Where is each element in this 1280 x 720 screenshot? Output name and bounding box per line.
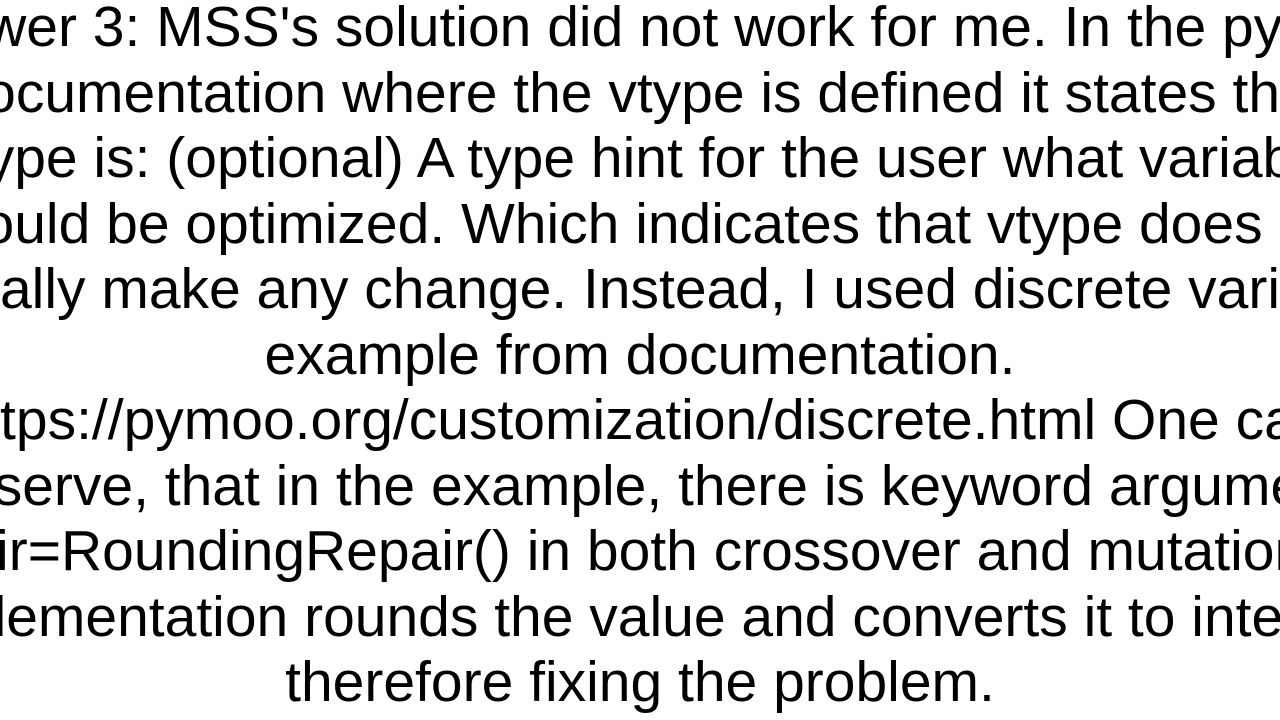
body-text: Answer 3: MSS's solution did not work fo… — [0, 0, 1280, 716]
page-container: Answer 3: MSS's solution did not work fo… — [0, 0, 1280, 720]
